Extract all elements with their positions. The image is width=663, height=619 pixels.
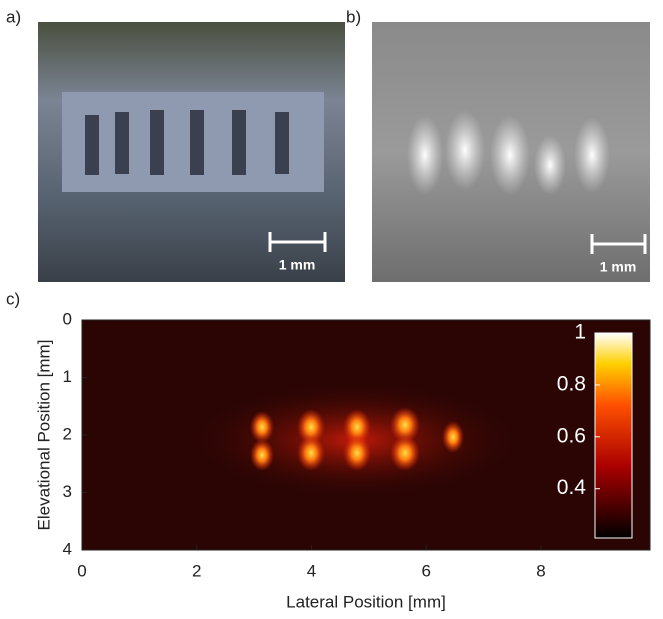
scale-bar-label: 1 mm — [279, 257, 316, 273]
scale-bar-label: 1 mm — [600, 259, 637, 275]
y-axis-label: Elevational Position [mm] — [34, 340, 53, 531]
x-tick-label: 2 — [192, 561, 201, 580]
colorbar-tick-label: 0.4 — [557, 476, 587, 499]
panel-label: b) — [346, 7, 361, 26]
slots — [85, 110, 289, 175]
x-tick-label: 0 — [77, 561, 86, 580]
colorbar-tick-label: 0.8 — [557, 372, 586, 395]
y-tick-label: 0 — [63, 309, 72, 328]
x-tick-label: 8 — [536, 561, 545, 580]
y-tick-label: 3 — [63, 482, 72, 501]
scale-bar — [268, 232, 327, 252]
x-tick-label: 4 — [307, 561, 316, 580]
panel-label: a) — [6, 7, 21, 26]
colorbar — [594, 332, 633, 539]
y-tick-label: 2 — [63, 424, 72, 443]
y-tick-label: 1 — [63, 367, 72, 386]
spots — [250, 407, 464, 471]
bright-spots — [407, 110, 610, 195]
y-tick-label: 4 — [63, 539, 72, 558]
x-axis-label: Lateral Position [mm] — [286, 592, 446, 611]
colorbar-tick-label: 0.6 — [557, 424, 586, 447]
colorbar-tick-label: 1 — [574, 321, 586, 344]
panel-label: c) — [6, 289, 20, 308]
x-tick-label: 6 — [422, 561, 431, 580]
scale-bar — [590, 234, 647, 254]
